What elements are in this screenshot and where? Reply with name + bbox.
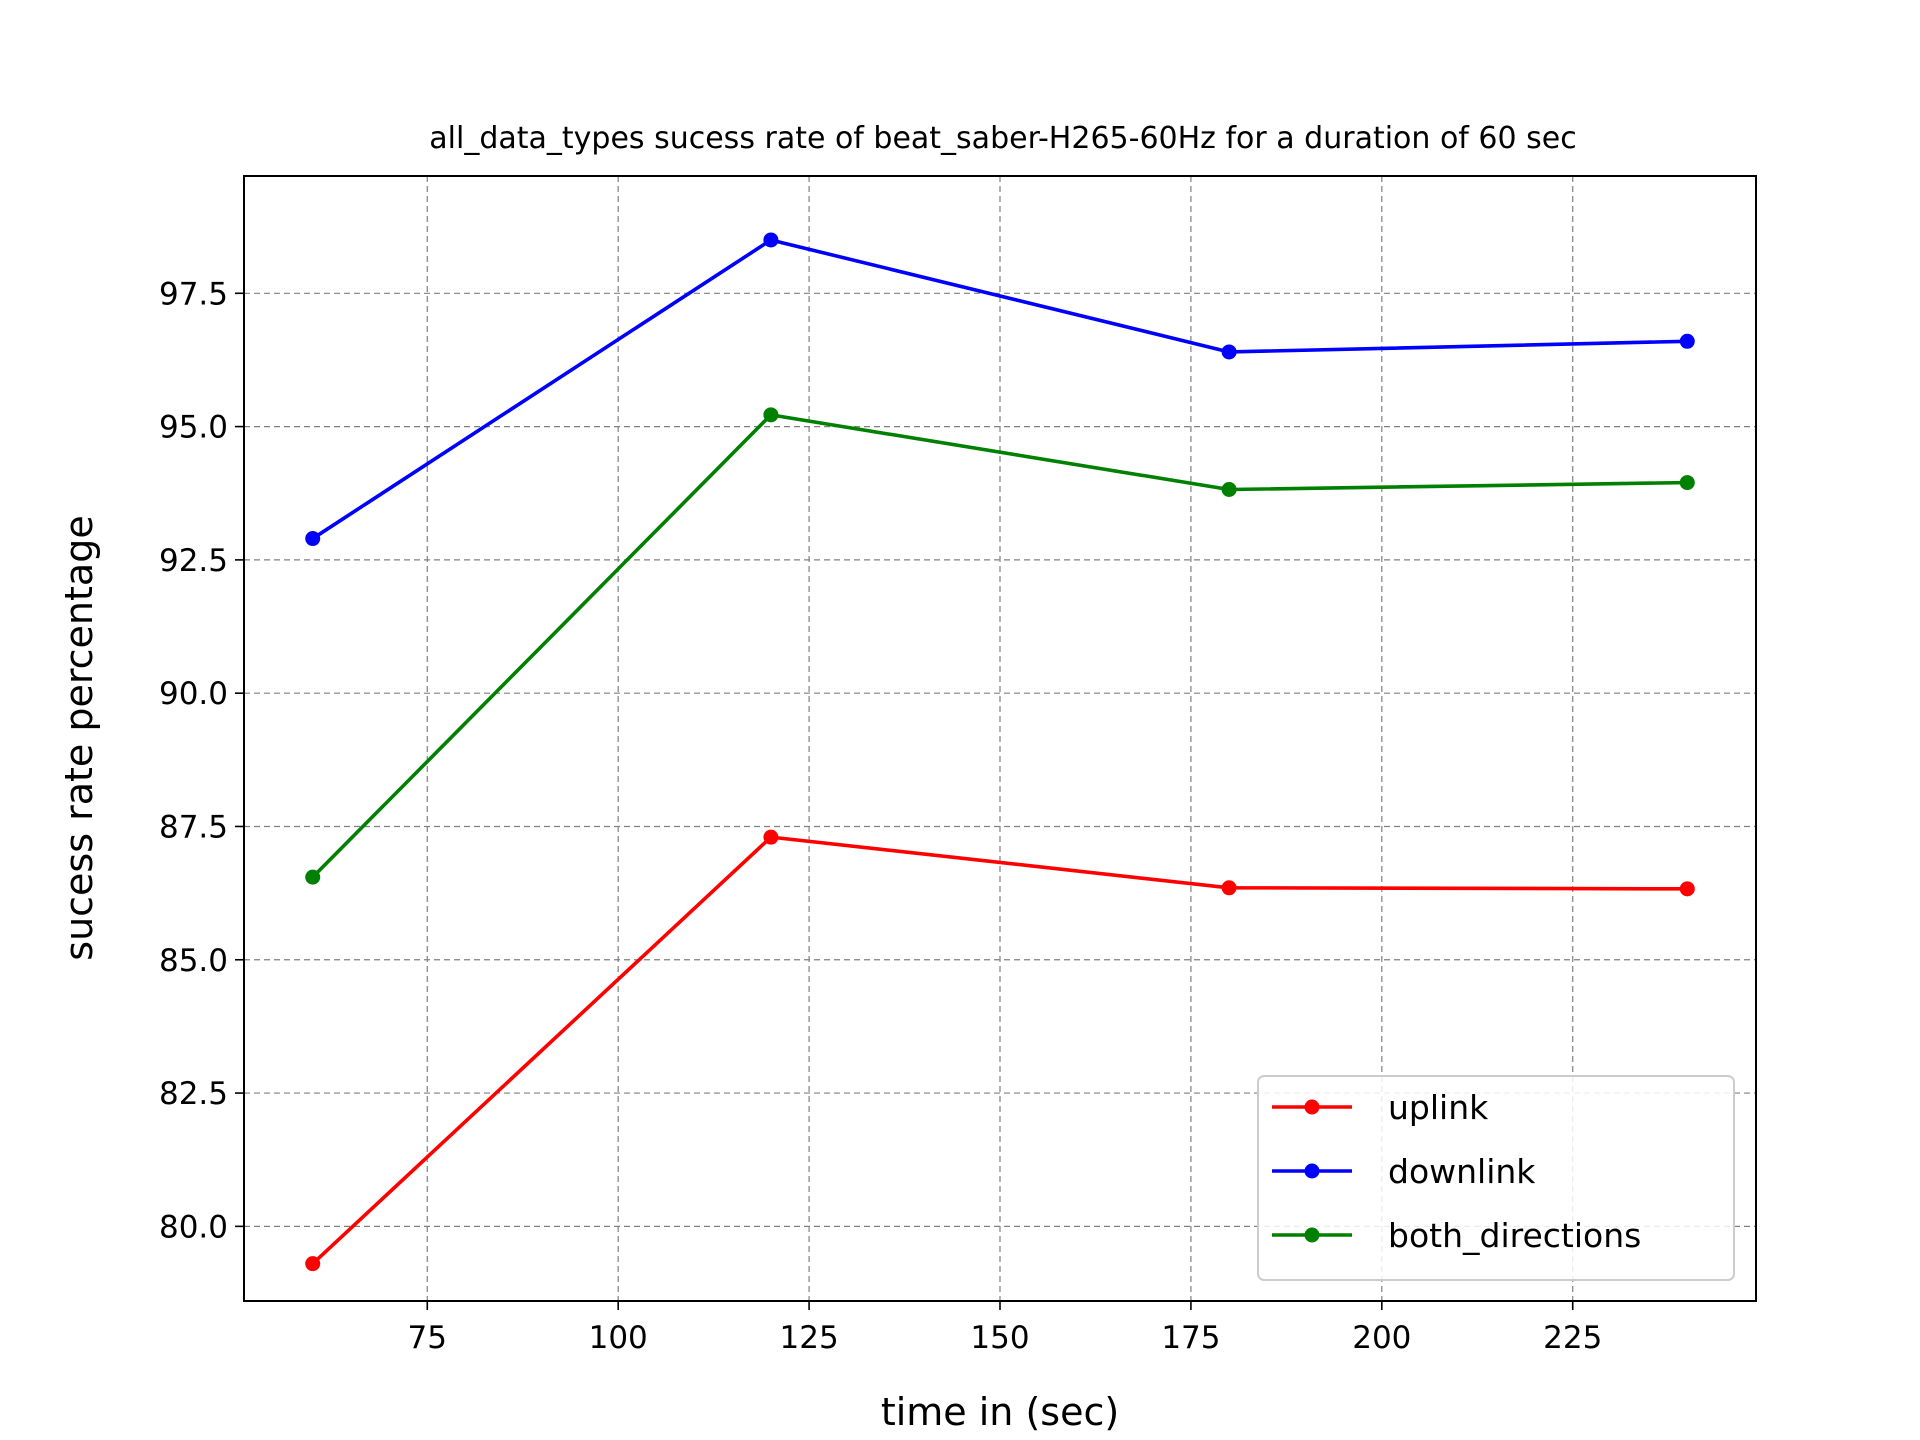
legend-marker-downlink — [1304, 1163, 1320, 1179]
y-tick-label: 92.5 — [159, 543, 228, 579]
legend-marker-both-directions — [1304, 1227, 1320, 1243]
data-point-both-directions — [1221, 482, 1237, 498]
y-tick-label: 80.0 — [159, 1209, 228, 1245]
data-point-downlink — [1679, 333, 1695, 349]
y-tick-label: 95.0 — [159, 410, 228, 446]
x-tick-label: 150 — [970, 1320, 1029, 1356]
y-tick-label: 97.5 — [159, 276, 228, 312]
x-tick-label: 200 — [1352, 1320, 1411, 1356]
data-point-both-directions — [305, 869, 321, 885]
series-line-uplink — [311, 835, 1688, 1265]
series-uplink — [305, 829, 1695, 1272]
data-point-uplink — [1221, 880, 1237, 896]
x-tick-label: 75 — [408, 1320, 447, 1356]
x-tick-label: 125 — [780, 1320, 839, 1356]
data-point-uplink — [763, 829, 779, 845]
y-tick-label: 85.0 — [159, 943, 228, 979]
y-axis: 80.0 82.5 85.0 87.5 90.0 92.5 95.0 97.5 — [159, 276, 244, 1245]
data-point-uplink — [305, 1256, 321, 1272]
legend-label-uplink: uplink — [1388, 1088, 1489, 1127]
x-tick-label: 225 — [1543, 1320, 1602, 1356]
data-point-uplink — [1679, 881, 1695, 897]
legend-label-downlink: downlink — [1388, 1152, 1536, 1191]
y-axis-label: sucess rate percentage — [57, 515, 101, 960]
y-tick-label: 87.5 — [159, 809, 228, 845]
data-point-downlink — [305, 531, 321, 547]
legend-marker-uplink — [1304, 1099, 1320, 1115]
series-downlink — [305, 232, 1695, 547]
series-both-directions — [305, 407, 1695, 885]
x-axis-label: time in (sec) — [881, 1390, 1119, 1434]
legend-label-both-directions: both_directions — [1388, 1216, 1641, 1255]
x-axis: 75 100 125 150 175 200 225 — [408, 1301, 1602, 1356]
chart-title: all_data_types sucess rate of beat_saber… — [429, 121, 1576, 156]
x-tick-label: 100 — [589, 1320, 648, 1356]
data-point-both-directions — [763, 407, 779, 423]
data-point-downlink — [763, 232, 779, 248]
legend-box — [1257, 1075, 1735, 1281]
y-tick-label: 90.0 — [159, 676, 228, 712]
data-point-both-directions — [1679, 475, 1695, 491]
series-line-both-directions — [311, 413, 1688, 879]
legend: uplink downlink both_directions — [1257, 1075, 1735, 1281]
series-line-downlink — [311, 238, 1688, 541]
data-point-downlink — [1221, 344, 1237, 360]
x-tick-label: 175 — [1161, 1320, 1220, 1356]
y-tick-label: 82.5 — [159, 1076, 228, 1112]
series-layer — [305, 232, 1695, 1272]
